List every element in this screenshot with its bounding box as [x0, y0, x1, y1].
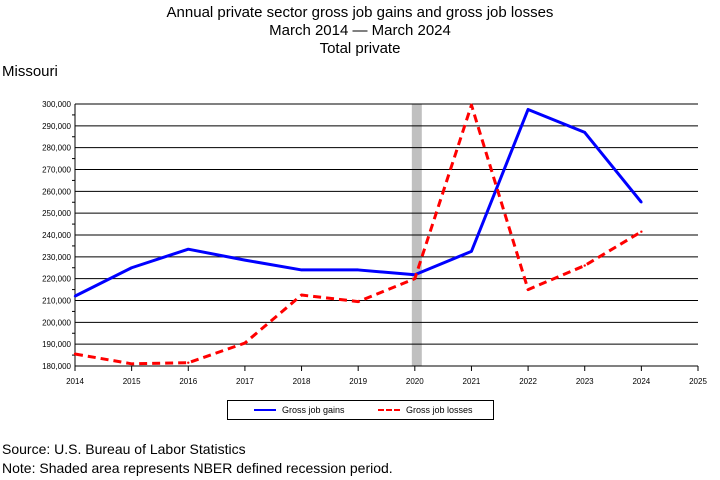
y-tick-label: 300,000: [42, 100, 71, 109]
source-note: Source: U.S. Bureau of Labor Statistics: [2, 441, 246, 457]
x-tick-label: 2022: [519, 377, 537, 386]
legend-item-losses: Gross job losses: [378, 405, 473, 415]
data-point-gains: [526, 108, 530, 111]
data-point-losses: [243, 341, 247, 345]
data-point-gains: [73, 294, 77, 298]
series-line-gross-job-gains: [74, 107, 643, 298]
y-tick-label: 220,000: [42, 275, 71, 284]
legend-swatch-gains: [254, 409, 276, 411]
region-label: Missouri: [2, 63, 58, 80]
x-tick-label: 2020: [406, 377, 424, 386]
data-point-losses: [640, 230, 643, 233]
y-tick-label: 290,000: [42, 122, 71, 131]
legend-label-losses: Gross job losses: [406, 405, 473, 415]
data-point-losses: [356, 300, 360, 303]
chart-title-block: Annual private sector gross job gains an…: [0, 4, 720, 58]
y-tick-label: 270,000: [42, 166, 71, 175]
data-point-gains: [583, 131, 586, 134]
data-point-gains: [187, 247, 190, 251]
chart-title: Annual private sector gross job gains an…: [166, 4, 554, 21]
legend-item-gains: Gross job gains: [254, 405, 345, 415]
data-point-losses: [526, 288, 530, 291]
legend-label-gains: Gross job gains: [282, 405, 345, 415]
series-line-gross-job-losses: [74, 103, 643, 366]
x-tick-label: 2025: [689, 377, 707, 386]
chart-legend: Gross job gains Gross job losses: [227, 400, 494, 420]
x-tick-label: 2021: [463, 377, 481, 386]
x-tick-label: 2023: [576, 377, 594, 386]
x-tick-label: 2019: [349, 377, 367, 386]
data-point-losses: [187, 361, 190, 364]
x-tick-label: 2015: [123, 377, 141, 386]
data-point-losses: [470, 103, 473, 107]
data-point-gains: [356, 268, 360, 272]
y-tick-label: 180,000: [42, 362, 71, 371]
y-tick-label: 280,000: [42, 144, 71, 153]
y-tick-label: 260,000: [42, 187, 71, 196]
data-point-losses: [130, 362, 133, 366]
y-tick-label: 250,000: [42, 209, 71, 218]
data-point-losses: [73, 352, 77, 356]
recession-note: Note: Shaded area represents NBER define…: [2, 460, 393, 476]
x-tick-label: 2018: [293, 377, 311, 386]
chart-subtitle-sector: Total private: [319, 40, 401, 57]
legend-swatch-losses: [378, 409, 400, 411]
y-tick-label: 200,000: [42, 318, 71, 327]
data-point-gains: [470, 250, 473, 253]
data-point-gains: [243, 258, 247, 262]
x-tick-label: 2024: [632, 377, 650, 386]
y-tick-label: 240,000: [42, 231, 71, 240]
data-point-losses: [300, 293, 303, 297]
data-point-losses: [413, 277, 417, 280]
data-point-gains: [300, 268, 303, 272]
x-tick-label: 2014: [66, 377, 84, 386]
y-tick-label: 190,000: [42, 340, 71, 349]
x-tick-label: 2016: [179, 377, 197, 386]
data-point-gains: [130, 266, 133, 269]
data-point-gains: [640, 201, 643, 204]
y-tick-label: 210,000: [42, 297, 71, 306]
x-tick-label: 2017: [236, 377, 254, 386]
chart-subtitle-period: March 2014 — March 2024: [269, 22, 451, 39]
data-point-losses: [583, 264, 586, 267]
y-tick-label: 230,000: [42, 253, 71, 262]
